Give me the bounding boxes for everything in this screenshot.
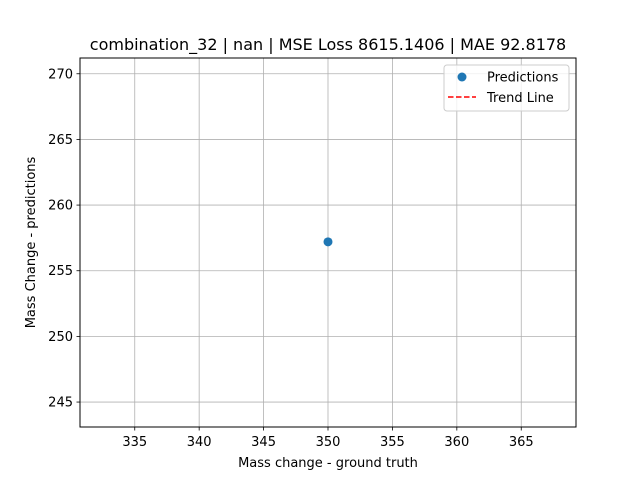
x-tick-label: 335 xyxy=(122,435,147,450)
x-tick-label: 350 xyxy=(316,435,341,450)
legend-predictions-marker xyxy=(457,72,467,82)
grid xyxy=(80,58,576,427)
y-tick-label: 265 xyxy=(48,133,73,148)
legend-trend-line-label: Trend Line xyxy=(486,91,554,106)
x-tick-label: 365 xyxy=(509,435,534,450)
x-tick-label: 345 xyxy=(251,435,276,450)
y-tick-label: 260 xyxy=(48,199,73,214)
y-tick-label: 245 xyxy=(48,396,73,411)
plot-marks xyxy=(323,237,333,247)
x-axis-label: Mass change - ground truth xyxy=(238,456,418,471)
x-tick-label: 355 xyxy=(380,435,405,450)
legend: Predictions Trend Line xyxy=(443,64,570,112)
x-tick-label: 360 xyxy=(444,435,469,450)
legend-predictions-label: Predictions xyxy=(487,71,559,86)
y-axis-label: Mass Change - predictions xyxy=(24,156,39,328)
chart-title: combination_32 | nan | MSE Loss 8615.140… xyxy=(90,35,566,55)
scatter-point xyxy=(323,237,333,247)
legend-box xyxy=(443,64,570,112)
y-tick-label: 250 xyxy=(48,330,73,345)
y-tick-label: 270 xyxy=(48,67,73,82)
y-tick-label: 255 xyxy=(48,264,73,279)
x-tick-label: 340 xyxy=(187,435,212,450)
axis-ticks: 335 340 345 350 355 360 365 245 250 255 260 265 270 xyxy=(48,67,533,450)
